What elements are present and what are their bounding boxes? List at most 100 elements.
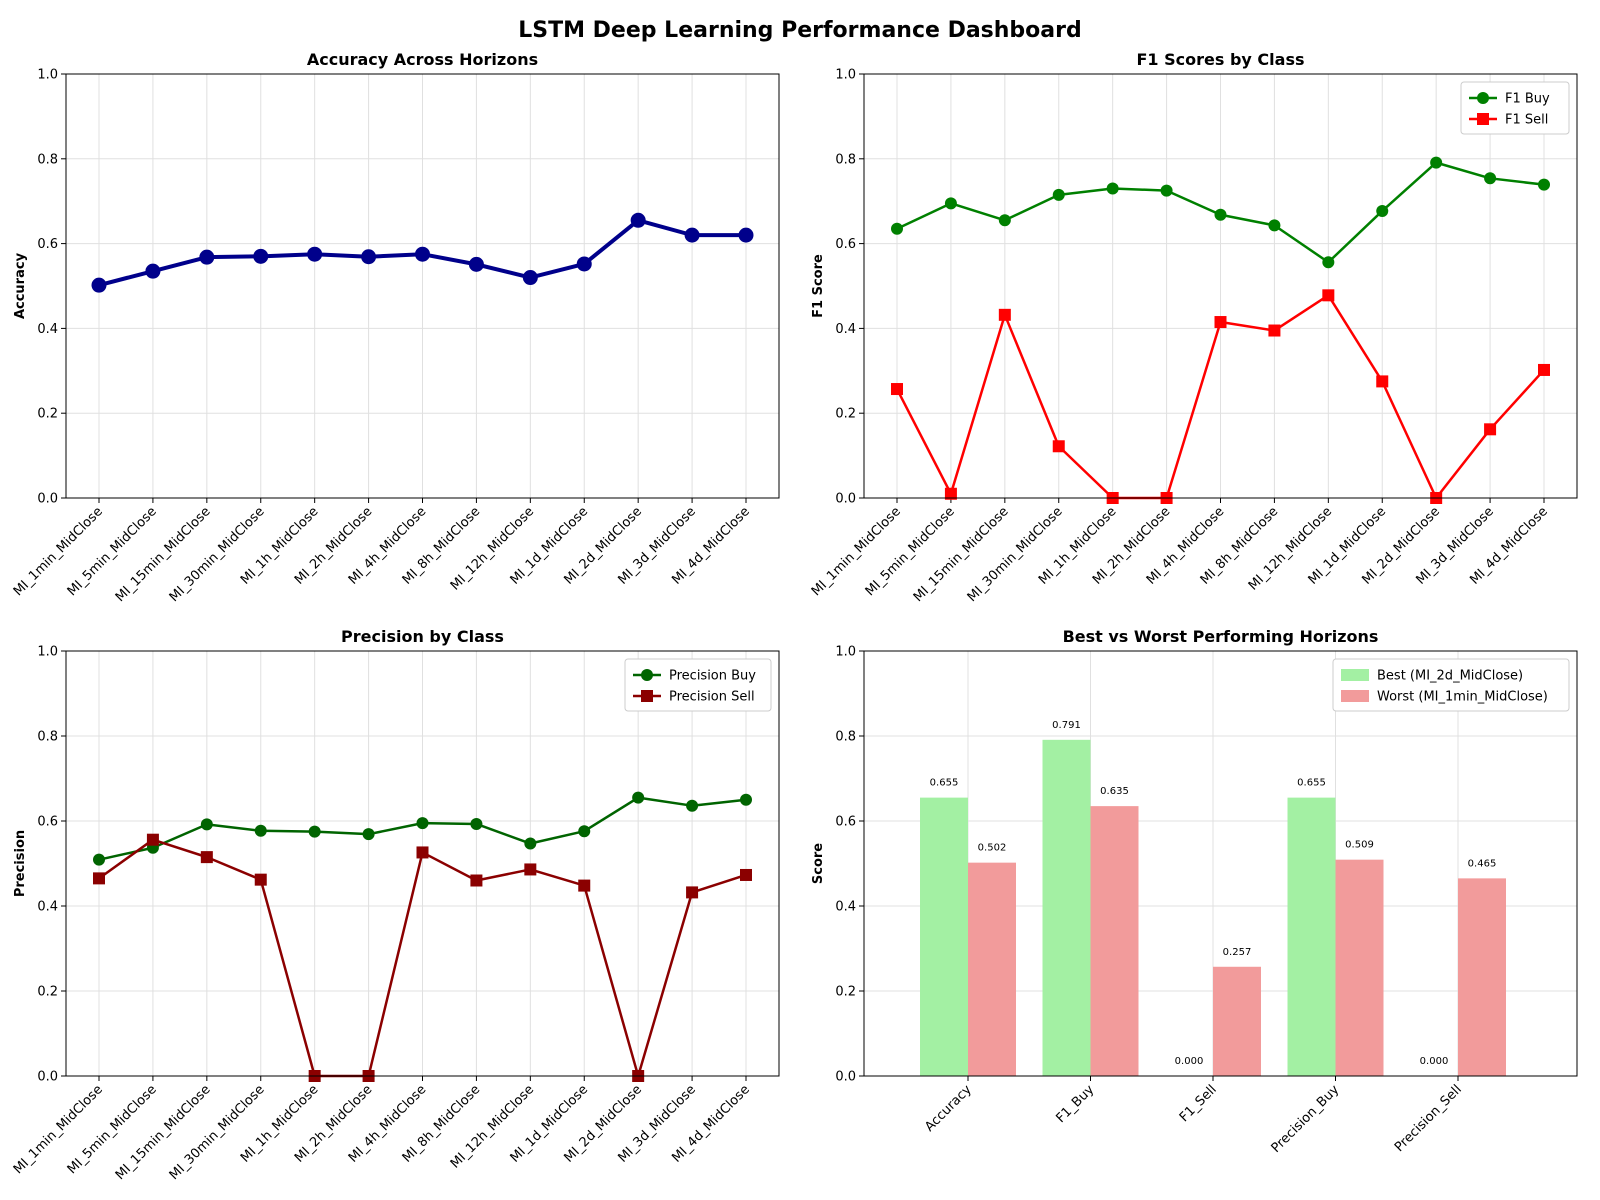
chart-panel-1: 0.0 0.2 0.4 0.6 0.8 1.0 Accuracy Across Horizo… [11, 50, 780, 605]
data-point [1322, 256, 1335, 269]
plot-border [863, 73, 1578, 499]
bar [920, 797, 968, 1076]
x-tick-label: MI_15min_MidClose [911, 504, 1012, 605]
y-tick-label: 0.4 [835, 900, 856, 915]
data-point [686, 886, 699, 899]
data-point [254, 824, 267, 837]
y-tick-label: 0.4 [835, 322, 856, 337]
legend-marker [1477, 92, 1489, 104]
data-point [576, 256, 592, 272]
data-point [630, 212, 646, 228]
legend-label: F1 Buy [1505, 92, 1550, 107]
data-point [740, 868, 752, 881]
data-point [199, 249, 215, 265]
data-point [740, 793, 752, 806]
y-tick-label: 0.8 [835, 730, 856, 745]
data-point [93, 853, 105, 866]
data-point [254, 873, 267, 886]
bar [1042, 739, 1091, 1076]
data-point [578, 879, 591, 892]
legend: Precision Buy Precision Sell [624, 658, 772, 712]
x-tick-label: MI_1min_MidClose [11, 504, 106, 599]
bar-value-label: 0.257 [1223, 947, 1252, 958]
data-point [998, 308, 1011, 321]
legend-marker [641, 690, 653, 702]
data-point [998, 214, 1011, 227]
x-tick-label: MI_15min_MidClose [113, 1082, 214, 1183]
y-tick-label: 0.4 [37, 322, 58, 337]
legend-label: F1 Sell [1505, 113, 1548, 128]
bar-value-label: 0.791 [1052, 720, 1081, 731]
data-point [1538, 363, 1550, 376]
data-point [686, 799, 699, 812]
plot-border [863, 650, 1578, 1077]
chart-panel-2: 0.0 0.2 0.4 0.6 0.8 1.0 F1 Scores by Class F1 S… [809, 50, 1578, 605]
data-point [91, 277, 107, 293]
y-axis-label: F1 Score [811, 254, 826, 318]
legend-label: Precision Buy [669, 669, 756, 684]
data-point [362, 828, 375, 841]
data-point [1430, 156, 1443, 169]
chart-panel-3: 0.0 0.2 0.4 0.6 0.8 1.0 Precision by Class Prec… [11, 627, 780, 1183]
data-point [93, 872, 105, 885]
y-tick-label: 0.4 [37, 900, 58, 915]
y-tick-label: 1.0 [37, 645, 58, 660]
bar-value-label: 0.635 [1100, 786, 1129, 797]
legend-marker [641, 669, 653, 681]
dashboard-title: LSTM Deep Learning Performance Dashboard [518, 18, 1082, 43]
data-point [1376, 375, 1389, 388]
data-point [1052, 188, 1065, 201]
y-axis-label: Precision [13, 830, 28, 897]
y-tick-label: 0.0 [37, 492, 58, 507]
data-point [1268, 324, 1281, 337]
plot-border [65, 650, 780, 1077]
x-tick-label: MI_1min_MidClose [809, 504, 904, 599]
legend-label: Precision Sell [669, 690, 755, 705]
data-point [891, 383, 903, 396]
y-tick-label: 0.2 [835, 985, 856, 1000]
data-point [468, 256, 484, 272]
legend-swatch [1341, 690, 1369, 702]
data-point [200, 851, 213, 864]
x-tick-label: MI_30min_MidClose [167, 1082, 268, 1183]
data-point [522, 270, 538, 286]
bar-value-label: 0.502 [978, 843, 1007, 854]
y-tick-label: 0.6 [835, 815, 856, 830]
legend: F1 Buy F1 Sell [1460, 81, 1570, 135]
bar [1213, 966, 1261, 1076]
panel-title: Best vs Worst Performing Horizons [1063, 627, 1379, 646]
x-tick-label: MI_1min_MidClose [11, 1082, 106, 1177]
y-tick-label: 1.0 [835, 645, 856, 660]
x-tick-label: MI_15min_MidClose [113, 504, 214, 605]
data-point [470, 817, 483, 830]
x-tick-label: Precision_Buy [1269, 1082, 1343, 1156]
y-tick-label: 0.0 [835, 492, 856, 507]
y-axis-label: Accuracy [13, 252, 28, 319]
y-tick-label: 0.2 [37, 407, 58, 422]
data-point [1106, 182, 1119, 195]
data-point [578, 825, 591, 838]
panel-title: Accuracy Across Horizons [307, 50, 538, 69]
legend-label: Best (MI_2d_MidClose) [1377, 669, 1523, 684]
data-point [1214, 208, 1227, 221]
bar [1335, 859, 1384, 1076]
y-tick-label: 1.0 [835, 68, 856, 83]
data-point [1214, 316, 1227, 329]
x-tick-label: MI_30min_MidClose [965, 504, 1066, 605]
data-point [684, 227, 700, 243]
plot-border [65, 73, 780, 499]
data-point [524, 863, 537, 876]
bar [1287, 797, 1336, 1076]
data-point [1322, 289, 1335, 302]
data-point [1268, 219, 1281, 232]
chart-panel-4: 0.0 0.2 0.4 0.6 0.8 1.0 Best vs Worst Performi… [811, 627, 1578, 1156]
legend: Best (MI_2d_MidClose) Worst (MI_1min_MidC… [1332, 658, 1570, 712]
y-tick-label: 0.6 [37, 815, 58, 830]
y-tick-label: 1.0 [37, 68, 58, 83]
legend-box [624, 658, 772, 712]
bar-value-label: 0.000 [1175, 1056, 1204, 1067]
data-point [415, 246, 430, 262]
x-tick-label: MI_30min_MidClose [167, 504, 268, 605]
